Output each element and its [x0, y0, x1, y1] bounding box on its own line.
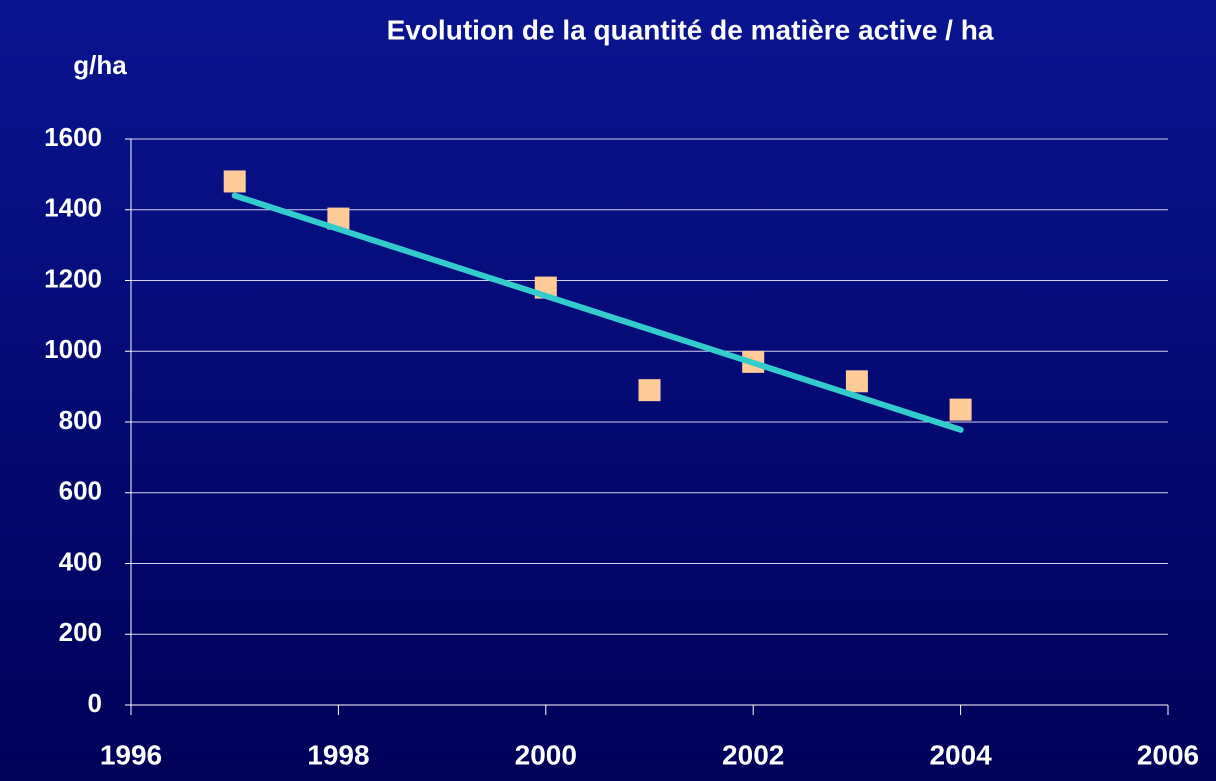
y-tick-label: 800 [59, 405, 102, 435]
x-tick-label: 1996 [100, 739, 162, 770]
y-tick-label: 1200 [44, 263, 102, 293]
y-tick-label: 0 [88, 688, 102, 718]
y-tick-label: 200 [59, 617, 102, 647]
y-axis-label: g/ha [73, 50, 127, 80]
x-tick-label: 2002 [722, 739, 784, 770]
x-tick-label: 2006 [1137, 739, 1199, 770]
chart-title: Evolution de la quantité de matière acti… [387, 14, 994, 45]
y-tick-label: 600 [59, 476, 102, 506]
marker [327, 207, 350, 230]
x-tick-label: 1998 [307, 739, 369, 770]
marker [845, 370, 868, 393]
x-tick-label: 2004 [929, 739, 992, 770]
y-tick-label: 1600 [44, 122, 102, 152]
marker [638, 379, 661, 402]
marker [949, 398, 972, 421]
trend-line [231, 192, 964, 433]
x-tick-label: 2000 [515, 739, 577, 770]
marker [223, 170, 246, 193]
y-tick-label: 400 [59, 546, 102, 576]
y-tick-label: 1400 [44, 193, 102, 223]
y-tick-label: 1000 [44, 334, 102, 364]
